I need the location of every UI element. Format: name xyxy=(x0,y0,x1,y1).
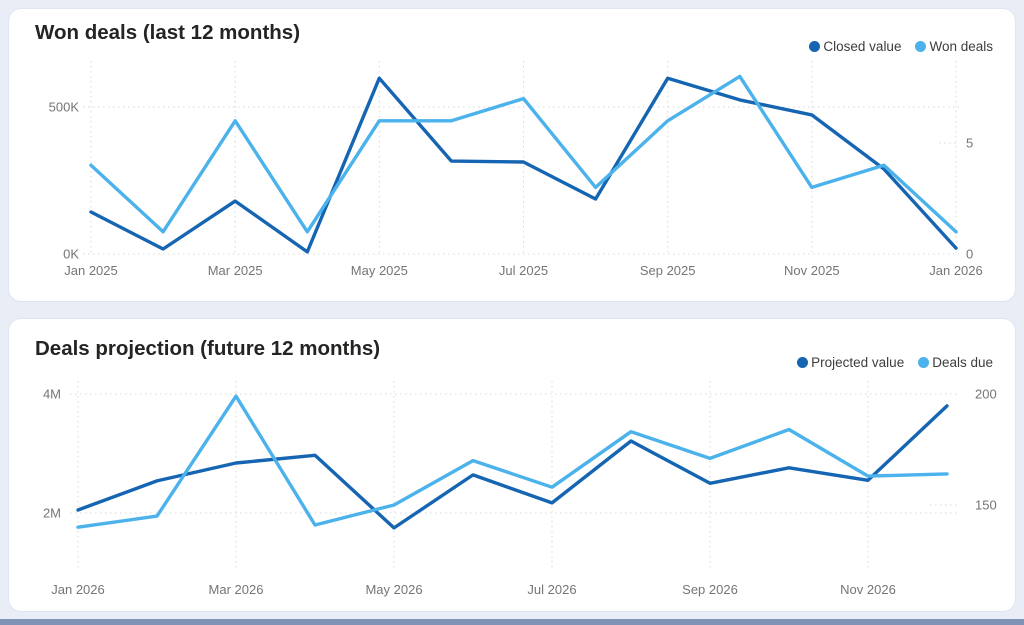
x-axis-label: May 2025 xyxy=(351,263,408,278)
left-axis-label: 2M xyxy=(43,506,61,521)
left-axis-label: 4M xyxy=(43,387,61,402)
x-axis-label: Mar 2026 xyxy=(209,582,264,597)
x-axis-label: May 2026 xyxy=(365,582,422,597)
chart-legend: Projected value Deals due xyxy=(797,355,993,370)
deals-projection-panel: Jan 2026 Mar 2026 May 2026 Jul 2026 Sep 2026… xyxy=(8,318,1016,612)
left-axis-label: 500K xyxy=(49,100,80,115)
x-axis-label: Jan 2025 xyxy=(64,263,118,278)
right-axis-label: 150 xyxy=(975,498,997,513)
x-axis-label: Sep 2025 xyxy=(640,263,696,278)
x-axis-label: Jul 2026 xyxy=(527,582,576,597)
chart-legend: Closed value Won deals xyxy=(809,39,993,54)
right-axis-label: 5 xyxy=(966,136,973,151)
projected-value-line[interactable] xyxy=(76,404,949,530)
x-axis-label: Jan 2026 xyxy=(51,582,105,597)
won-deals-panel: Jan 2025 Mar 2025 May 2025 Jul 2025 Sep 2025… xyxy=(8,8,1016,302)
legend-label: Closed value xyxy=(823,39,902,54)
legend-label: Deals due xyxy=(932,355,993,370)
x-axis-label: Sep 2026 xyxy=(682,582,738,597)
deals-projection-chart-canvas: Jan 2026 Mar 2026 May 2026 Jul 2026 Sep 2026… xyxy=(43,381,997,597)
legend-label: Won deals xyxy=(929,39,993,54)
deals-due-line[interactable] xyxy=(76,394,949,529)
won-deals-chart-canvas: Jan 2025 Mar 2025 May 2025 Jul 2025 Sep 2025… xyxy=(49,61,983,278)
chart-title: Deals projection (future 12 months) xyxy=(35,337,381,360)
right-axis-label: 200 xyxy=(975,387,997,402)
legend-dot-icon xyxy=(915,41,927,52)
x-axis-label: Jan 2026 xyxy=(929,263,983,278)
bottom-edge-bar xyxy=(0,619,1024,625)
legend-label: Projected value xyxy=(811,355,905,370)
chart-title: Won deals (last 12 months) xyxy=(35,21,301,44)
legend-item-deals-due[interactable]: Deals due xyxy=(918,355,993,370)
left-axis-label: 0K xyxy=(63,247,79,262)
x-axis-label: Jul 2025 xyxy=(499,263,548,278)
legend-dot-icon xyxy=(797,357,809,368)
won-deals-line[interactable] xyxy=(89,74,958,234)
x-axis-label: Nov 2025 xyxy=(784,263,840,278)
right-axis-label: 0 xyxy=(966,247,973,262)
x-axis-label: Nov 2026 xyxy=(840,582,896,597)
legend-dot-icon xyxy=(809,41,821,52)
legend-dot-icon xyxy=(918,357,930,368)
legend-item-closed-value[interactable]: Closed value xyxy=(809,39,901,54)
legend-item-projected-value[interactable]: Projected value xyxy=(797,355,904,370)
x-axis-label: Mar 2025 xyxy=(208,263,263,278)
closed-value-line[interactable] xyxy=(89,76,958,254)
legend-item-won-deals[interactable]: Won deals xyxy=(915,39,993,54)
